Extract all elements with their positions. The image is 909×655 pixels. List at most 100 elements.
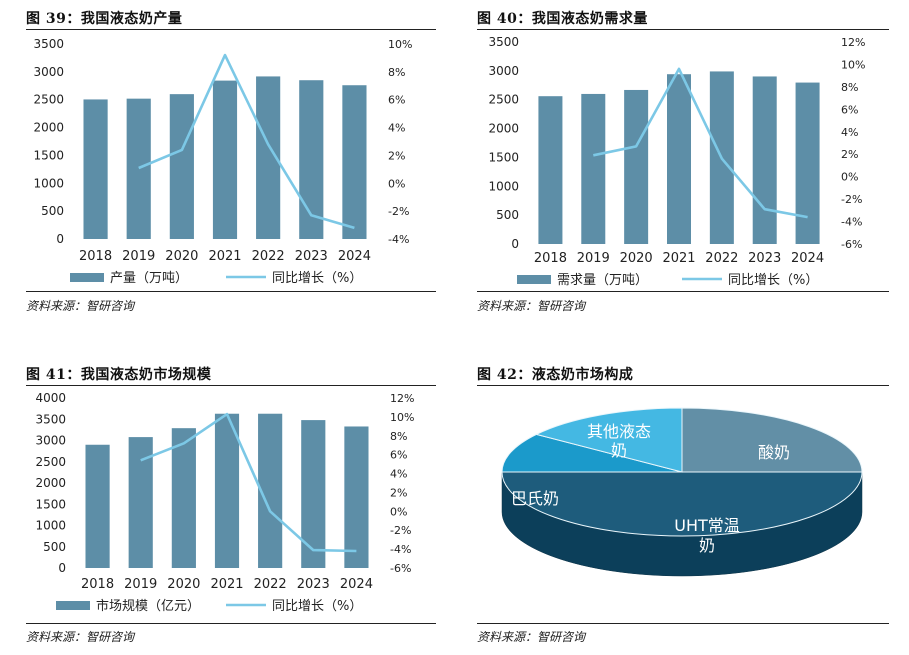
right-axis-tick-label: 0% <box>390 505 407 518</box>
x-axis-tick-label: 2023 <box>297 577 330 592</box>
right-axis-tick-label: 4% <box>841 126 858 139</box>
bar <box>214 413 240 568</box>
legend-bar-label: 需求量（万吨） <box>557 273 648 288</box>
pie-label: 其他液态奶 <box>587 422 651 460</box>
left-axis-tick-label: 2500 <box>35 455 66 469</box>
bottom-rule <box>26 291 436 292</box>
chart-panel-market-size: 图 41：我国液态奶市场规模 4000 3500 3000 2500 2000 1500 1… <box>26 364 436 654</box>
right-axis-tick-label: -4% <box>390 543 411 556</box>
right-axis-tick-label: 12% <box>390 392 414 405</box>
right-axis-tick-label: 12% <box>841 36 865 49</box>
figure-title: 图 41：我国液态奶市场规模 <box>26 367 212 383</box>
bar <box>667 74 691 244</box>
demand-chart: 3500 3000 2500 2000 1500 1000 500 0 12% 10% 8% 6% 4%… <box>488 35 865 288</box>
top-rule <box>26 29 436 30</box>
left-axis-tick-label: 2500 <box>33 93 64 107</box>
figure-title: 图 40：我国液态奶需求量 <box>477 11 648 27</box>
x-axis-tick-label: 2020 <box>167 577 200 592</box>
x-axis-tick-label: 2021 <box>210 577 243 592</box>
pie-label: UHT常温奶 <box>674 516 740 555</box>
right-axis-tick-label: 0% <box>388 177 405 190</box>
x-axis-tick-label: 2024 <box>791 251 824 266</box>
pie-label: 巴氏奶 <box>511 489 559 508</box>
top-rule <box>477 29 889 30</box>
bar <box>342 85 367 239</box>
left-axis-tick-label: 3500 <box>488 35 519 49</box>
x-axis-tick-label: 2020 <box>165 249 198 264</box>
growth-rate-line <box>593 67 808 219</box>
left-axis-tick-label: 2000 <box>35 476 66 490</box>
bar <box>171 428 196 568</box>
right-axis-tick-label: 4% <box>390 468 407 481</box>
x-axis-tick-label: 2018 <box>81 577 114 592</box>
left-axis-tick-label: 1000 <box>33 176 64 190</box>
pie-slice <box>681 407 863 473</box>
left-axis-tick-label: 3500 <box>33 37 64 51</box>
right-axis-tick-label: -2% <box>390 524 411 537</box>
left-axis-tick-label: 500 <box>43 540 66 554</box>
left-axis-tick-label: 500 <box>496 208 519 222</box>
x-axis-tick-label: 2021 <box>208 249 241 264</box>
x-axis-tick-label: 2022 <box>252 249 285 264</box>
legend-bar-label: 产量（万吨） <box>110 271 188 286</box>
bar <box>126 98 151 239</box>
right-axis-tick-label: 8% <box>390 430 407 443</box>
x-axis-tick-label: 2019 <box>122 249 155 264</box>
right-axis-tick-label: 10% <box>841 58 865 71</box>
left-axis-tick-label: 3000 <box>488 64 519 78</box>
source-note: 资料来源：智研咨询 <box>477 630 586 644</box>
left-axis-tick-label: 3000 <box>35 434 66 448</box>
source-note: 资料来源：智研咨询 <box>26 299 135 313</box>
x-axis-tick-label: 2023 <box>748 251 781 266</box>
legend-line-label: 同比增长（%） <box>272 271 362 286</box>
bar <box>795 82 820 244</box>
left-axis-tick-label: 3000 <box>33 65 64 79</box>
right-axis-tick-label: 6% <box>390 449 407 462</box>
bar <box>344 426 369 568</box>
pie-slice <box>501 433 683 473</box>
legend-line-label: 同比增长（%） <box>728 273 818 288</box>
left-axis-tick-label: 1000 <box>35 519 66 533</box>
right-axis-tick-label: 2% <box>841 148 858 161</box>
left-axis-tick-label: 0 <box>511 237 519 251</box>
bar <box>301 420 326 568</box>
legend-line-label: 同比增长（%） <box>272 599 362 614</box>
right-axis-tick-label: -6% <box>841 238 862 251</box>
bar <box>169 94 194 239</box>
right-axis-tick-label: -2% <box>388 205 409 218</box>
bar <box>299 80 324 239</box>
left-axis-tick-label: 0 <box>56 232 64 246</box>
right-axis-tick-label: -4% <box>841 216 862 229</box>
source-note: 资料来源：智研咨询 <box>26 630 135 644</box>
x-axis-tick-label: 2018 <box>79 249 112 264</box>
chart-panel-production: 图 39：我国液态奶产量 3500 3000 2500 2000 1500 1000 500… <box>26 8 436 318</box>
pie-slice <box>534 407 683 473</box>
left-axis-tick-label: 1500 <box>488 150 519 164</box>
bar <box>85 444 110 568</box>
source-note: 资料来源：智研咨询 <box>477 299 586 313</box>
right-axis-tick-label: 10% <box>390 411 414 424</box>
top-rule <box>477 385 889 386</box>
legend-bar-label: 市场规模（亿元） <box>96 598 200 614</box>
left-axis-tick-label: 2000 <box>488 122 519 136</box>
right-axis-tick-label: 4% <box>388 122 405 135</box>
figure-title: 图 39：我国液态奶产量 <box>26 11 183 27</box>
chart-panel-demand: 图 40：我国液态奶需求量 3500 3000 2500 2000 1500 1000 50… <box>477 8 889 318</box>
figure-title: 图 42：液态奶市场构成 <box>477 367 634 383</box>
growth-rate-line <box>140 412 357 553</box>
left-axis-tick-label: 2500 <box>488 93 519 107</box>
x-axis-tick-label: 2022 <box>254 577 287 592</box>
growth-rate-line <box>138 53 355 230</box>
right-axis-tick-label: 0% <box>841 171 858 184</box>
left-axis-tick-label: 0 <box>58 561 66 575</box>
right-axis-tick-label: 8% <box>841 81 858 94</box>
right-axis-tick-label: 8% <box>388 66 405 79</box>
legend-bar-swatch <box>56 601 90 610</box>
production-chart: 3500 3000 2500 2000 1500 1000 500 0 10% 8% 6% 4% 2% 0… <box>33 37 412 286</box>
x-axis-tick-label: 2024 <box>338 249 371 264</box>
legend-bar-swatch <box>70 273 104 282</box>
top-rule <box>26 385 436 386</box>
right-axis-tick-label: 6% <box>388 94 405 107</box>
right-axis-tick-label: -2% <box>841 193 862 206</box>
left-axis-tick-label: 1500 <box>35 497 66 511</box>
